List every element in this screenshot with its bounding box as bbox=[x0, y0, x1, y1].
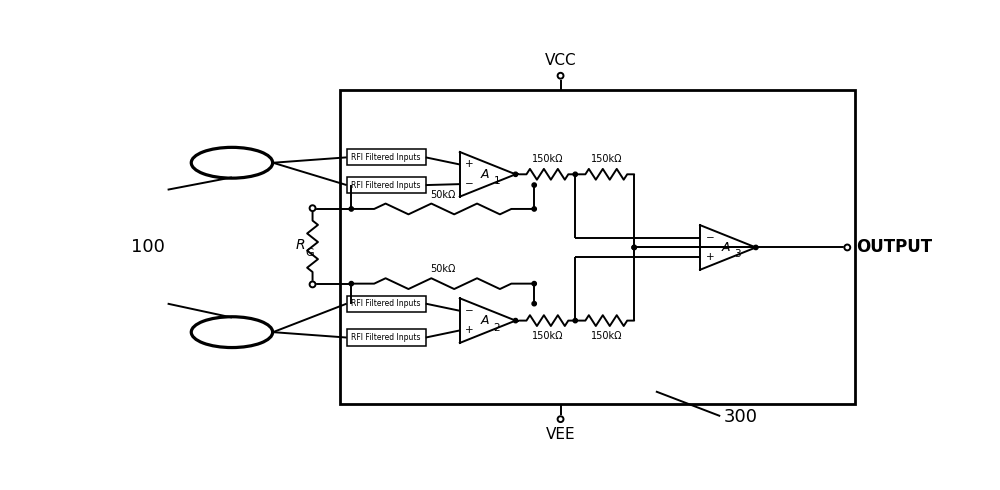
Text: 100: 100 bbox=[131, 239, 165, 256]
Text: OUTPUT: OUTPUT bbox=[857, 239, 933, 256]
Text: +: + bbox=[465, 159, 474, 170]
Text: G: G bbox=[306, 248, 314, 258]
Circle shape bbox=[513, 318, 518, 323]
Circle shape bbox=[532, 301, 536, 306]
Circle shape bbox=[558, 73, 563, 79]
Bar bbox=[347, 295, 426, 312]
Text: 150kΩ: 150kΩ bbox=[591, 154, 622, 164]
Circle shape bbox=[754, 245, 758, 249]
Text: +: + bbox=[705, 252, 714, 262]
Text: VCC: VCC bbox=[545, 53, 576, 68]
Text: −: − bbox=[465, 179, 474, 189]
Text: +: + bbox=[465, 325, 474, 336]
Text: −: − bbox=[465, 306, 474, 316]
Text: A: A bbox=[481, 168, 490, 181]
Bar bbox=[340, 90, 855, 404]
Circle shape bbox=[573, 318, 577, 323]
Circle shape bbox=[513, 172, 518, 176]
Text: −: − bbox=[705, 233, 714, 243]
Circle shape bbox=[532, 207, 536, 211]
Text: RFI Filtered Inputs: RFI Filtered Inputs bbox=[351, 181, 421, 190]
Circle shape bbox=[558, 416, 563, 422]
Circle shape bbox=[532, 281, 536, 286]
Circle shape bbox=[844, 245, 850, 250]
Text: A: A bbox=[481, 314, 490, 327]
Text: 150kΩ: 150kΩ bbox=[532, 331, 563, 341]
Circle shape bbox=[573, 172, 577, 176]
Text: R: R bbox=[296, 238, 305, 252]
Text: VEE: VEE bbox=[546, 427, 575, 442]
Circle shape bbox=[632, 245, 636, 249]
Circle shape bbox=[310, 281, 315, 287]
Text: 150kΩ: 150kΩ bbox=[591, 331, 622, 341]
Text: 2: 2 bbox=[494, 322, 500, 333]
Text: 300: 300 bbox=[724, 408, 758, 426]
Text: A: A bbox=[721, 241, 730, 254]
Text: RFI Filtered Inputs: RFI Filtered Inputs bbox=[351, 153, 421, 162]
Text: RFI Filtered Inputs: RFI Filtered Inputs bbox=[351, 299, 421, 308]
Text: 150kΩ: 150kΩ bbox=[532, 154, 563, 164]
Text: 1: 1 bbox=[494, 176, 500, 186]
Text: 50kΩ: 50kΩ bbox=[430, 190, 455, 200]
Circle shape bbox=[349, 207, 353, 211]
Text: 50kΩ: 50kΩ bbox=[430, 265, 455, 274]
Text: 3: 3 bbox=[734, 249, 741, 259]
Bar bbox=[347, 149, 426, 166]
Circle shape bbox=[310, 205, 315, 211]
Circle shape bbox=[349, 281, 353, 286]
Bar bbox=[347, 177, 426, 193]
Bar bbox=[347, 329, 426, 345]
Circle shape bbox=[532, 183, 536, 187]
Text: RFI Filtered Inputs: RFI Filtered Inputs bbox=[351, 333, 421, 342]
Circle shape bbox=[632, 245, 636, 249]
